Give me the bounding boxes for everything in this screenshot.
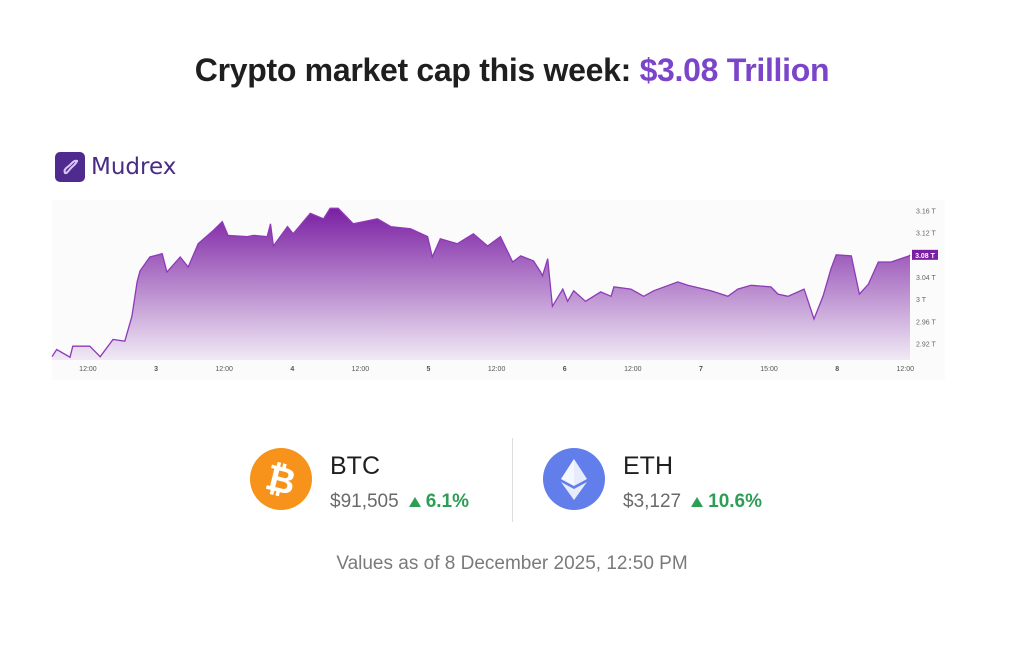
y-tick-label: 2.96 T: [916, 319, 936, 326]
coin-btc: ₿ BTC $91,505 6.1%: [250, 448, 469, 513]
triangle-up-icon: [408, 497, 421, 507]
title-prefix: Crypto market cap this week:: [194, 52, 640, 88]
y-tick-label: 3 T: [916, 297, 927, 304]
current-value-badge: [912, 249, 938, 260]
coin-symbol: BTC: [330, 452, 380, 480]
y-tick-label: 3.12 T: [916, 231, 936, 238]
coin-price: $91,505: [330, 491, 399, 512]
coin-change: 6.1%: [408, 491, 469, 513]
market-cap-value: $3.08 Trillion: [639, 52, 830, 88]
x-tick-label: 12:00: [79, 366, 97, 373]
market-cap-chart: 3.16 T 3.12 T 3.04 T 3 T 2.96 T 2.92 T 12:00 3 1…: [51, 207, 938, 373]
coin-symbol: ETH: [623, 452, 673, 480]
mudrex-logo-icon: [55, 152, 85, 182]
x-tick-label: 15:00: [760, 366, 778, 373]
x-tick-label: 12:00: [624, 366, 642, 373]
y-tick-label: 3.16 T: [916, 209, 936, 216]
page-title: Crypto market cap this week: $3.08 Trill…: [0, 52, 1024, 89]
ethereum-icon: [543, 448, 605, 510]
x-tick-label: 3: [154, 366, 158, 373]
timestamp-note: Values as of 8 December 2025, 12:50 PM: [336, 553, 688, 574]
logo-text: Mudrex: [91, 154, 177, 180]
coin-eth: ETH $3,127 10.6%: [543, 448, 762, 513]
mudrex-logo: Mudrex: [55, 152, 176, 182]
triangle-up-icon: [691, 497, 704, 507]
y-tick-label: 3.04 T: [916, 275, 936, 282]
x-tick-label: 12:00: [488, 366, 506, 373]
x-tick-label: 4: [290, 366, 294, 373]
current-value-label: 3.08 T: [915, 253, 936, 260]
y-tick-label: 2.92 T: [916, 341, 936, 348]
change-value: 10.6%: [708, 491, 762, 512]
change-value: 6.1%: [425, 491, 469, 512]
divider: [512, 438, 513, 522]
x-tick-label: 7: [699, 366, 703, 373]
x-tick-label: 8: [835, 366, 839, 373]
coin-change: 10.6%: [691, 491, 762, 513]
x-tick-label: 5: [427, 366, 431, 373]
x-tick-label: 12:00: [215, 366, 233, 373]
x-tick-label: 6: [563, 366, 567, 373]
x-tick-label: 12:00: [352, 366, 370, 373]
area-fill: [52, 208, 910, 360]
x-tick-label: 12:00: [897, 366, 915, 373]
svg-text:₿: ₿: [264, 459, 298, 499]
coin-price: $3,127: [623, 491, 682, 512]
bitcoin-icon: ₿: [250, 448, 312, 510]
series-line: [51, 207, 911, 359]
